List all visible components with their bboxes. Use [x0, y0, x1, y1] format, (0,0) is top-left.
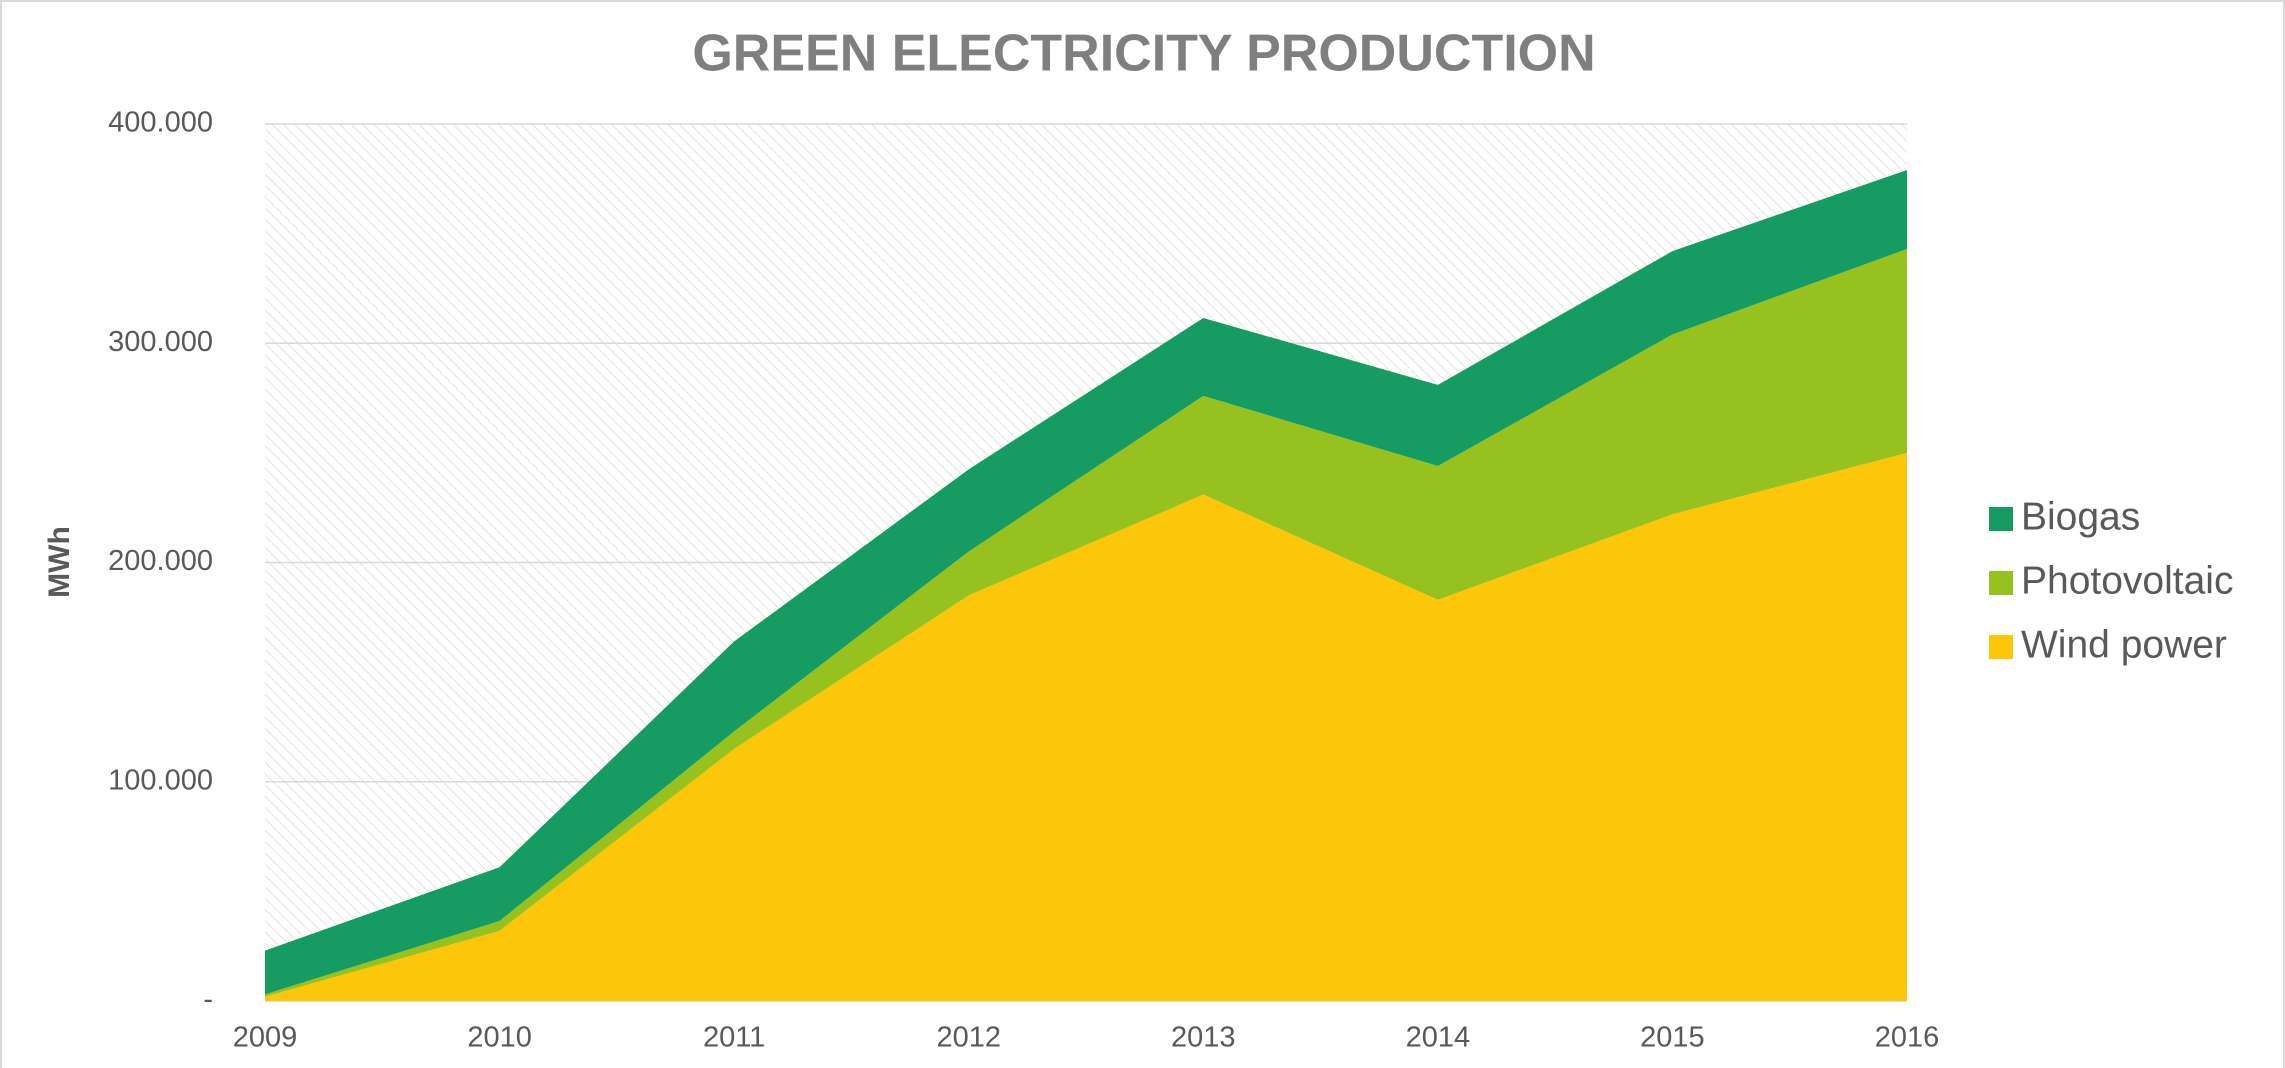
x-tick-label: 2009 [233, 1022, 298, 1054]
area [265, 170, 1907, 995]
legend-swatch [1989, 507, 2013, 531]
y-tick-label: 200.000 [108, 545, 213, 577]
area [265, 452, 1907, 1001]
legend-swatch [1989, 635, 2013, 659]
x-tick-label: 2016 [1875, 1022, 1940, 1054]
legend-label: Biogas [2021, 495, 2140, 538]
x-tick-label: 2010 [467, 1022, 532, 1054]
legend-label: Photovoltaic [2021, 559, 2233, 602]
x-tick-label: 2014 [1406, 1022, 1471, 1054]
y-axis-label: MWh [43, 526, 76, 598]
y-tick-label: 100.000 [108, 764, 213, 796]
y-tick-label: - [203, 984, 213, 1016]
x-tick-label: 2013 [1171, 1022, 1236, 1054]
x-tick-label: 2015 [1640, 1022, 1705, 1054]
legend-label: Wind power [2021, 623, 2227, 666]
legend-swatch [1989, 571, 2013, 595]
area [265, 248, 1907, 997]
x-tick-label: 2011 [703, 1022, 765, 1054]
y-tick-label: 300.000 [108, 326, 213, 358]
chart-title: GREEN ELECTRICITY PRODUCTION [692, 25, 1595, 83]
y-tick-label: 400.000 [108, 107, 213, 139]
x-tick-label: 2012 [936, 1022, 1001, 1054]
